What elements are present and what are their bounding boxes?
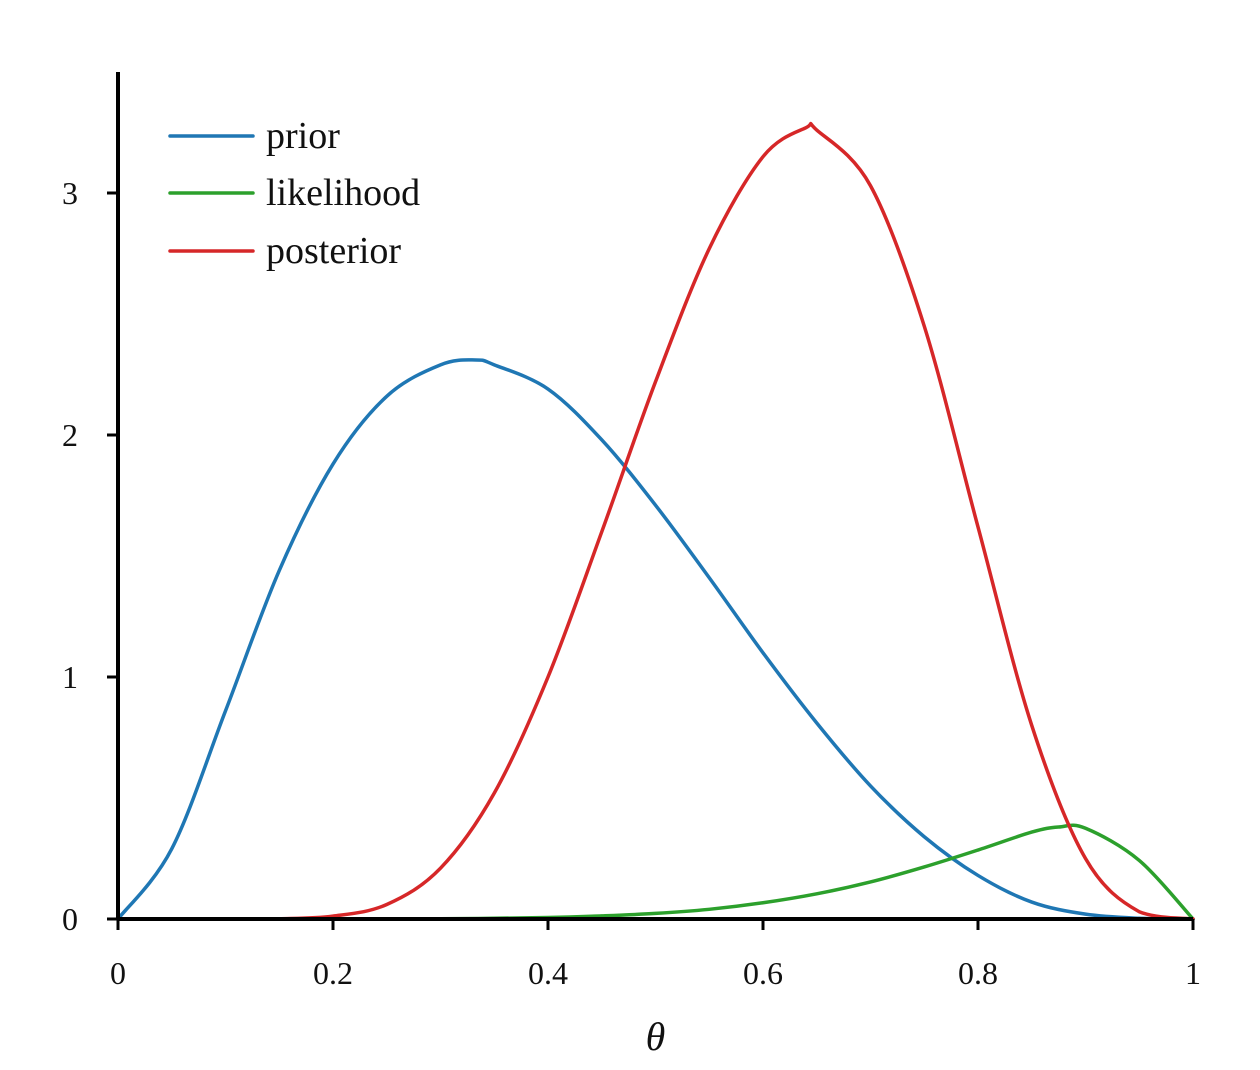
legend-label-posterior: posterior <box>266 230 401 272</box>
x-tick-label: 0 <box>110 955 126 991</box>
legend-label-prior: prior <box>266 115 340 157</box>
series-line-likelihood <box>116 823 1195 921</box>
series-line-prior <box>116 358 1195 921</box>
y-tick-label: 0 <box>62 901 78 937</box>
legend: prior likelihood posterior <box>168 115 420 272</box>
x-tick-label: 0.6 <box>743 955 783 991</box>
x-tick-label: 1 <box>1185 955 1201 991</box>
series-line-posterior <box>116 121 1195 921</box>
x-axis-label: θ <box>646 1014 666 1059</box>
y-ticks: 0 1 2 3 <box>62 175 118 937</box>
y-tick-label: 3 <box>62 175 78 211</box>
x-tick-label: 0.2 <box>313 955 353 991</box>
x-tick-label: 0.4 <box>528 955 568 991</box>
y-tick-label: 2 <box>62 417 78 453</box>
x-ticks: 0 0.2 0.4 0.6 0.8 1 <box>110 919 1201 991</box>
x-tick-label: 0.8 <box>958 955 998 991</box>
legend-label-likelihood: likelihood <box>266 172 420 214</box>
y-tick-label: 1 <box>62 659 78 695</box>
